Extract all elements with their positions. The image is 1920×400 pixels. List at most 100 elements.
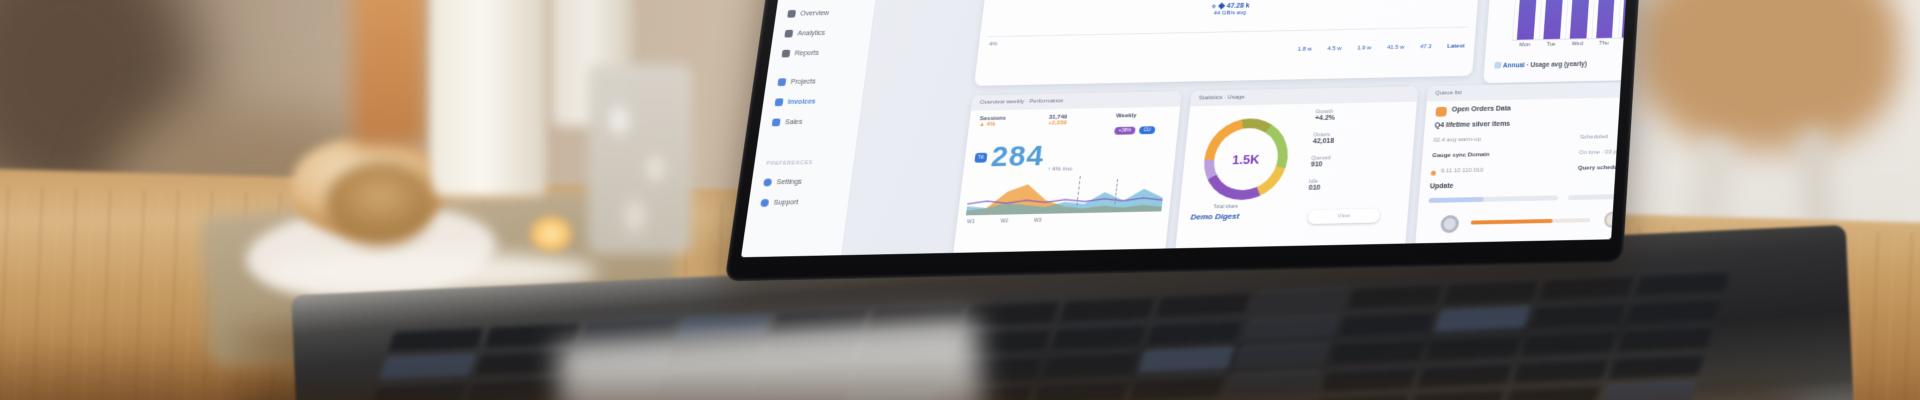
caption-text: · Usage avg (yearly)	[1526, 61, 1587, 69]
keyboard-key	[1538, 274, 1636, 301]
candle-holder	[326, 162, 434, 246]
audio-progress[interactable]	[1470, 218, 1591, 225]
view-button[interactable]: View	[1307, 208, 1381, 224]
stat-sessions: Sessions ▲ 4%	[979, 115, 1044, 128]
laptop-screen: Overview Analytics Reports Projects Invo…	[724, 0, 1649, 282]
x-tick: Mon	[1519, 42, 1531, 49]
stat-value: 42,018	[1312, 137, 1335, 146]
gear-icon	[763, 178, 773, 187]
keyboard-key	[1512, 357, 1610, 383]
list-card: Queue list ··· Open Orders Data Q4 lifet…	[1414, 80, 1636, 252]
card-title: Queue list ···	[1426, 80, 1636, 102]
chair-right-back	[1640, 0, 1900, 150]
bar-caption: Annual · Usage avg (yearly)	[1494, 60, 1587, 69]
keyboard-key	[1058, 296, 1156, 322]
footer-stats: 1.8 w 4.5 w 1.9 w 41.5 w 47.3 Latest	[1297, 44, 1464, 53]
bar	[1569, 0, 1599, 39]
sidebar-item-sales[interactable]: Sales	[771, 118, 803, 127]
stat-value: 010	[1308, 184, 1321, 192]
keyboard-key	[963, 300, 1060, 327]
play-button[interactable]	[1440, 214, 1460, 234]
folder-icon	[777, 78, 787, 87]
list-item[interactable]: 9.11 10 110 010 Query schedule	[1430, 164, 1636, 176]
keyboard-key	[378, 354, 476, 380]
keyboard-key	[1625, 297, 1723, 324]
footer-stat-link[interactable]: 47.3	[1419, 44, 1432, 51]
front-edge-shadow	[240, 388, 1800, 400]
dashboard: Overview Analytics Reports Projects Invo…	[741, 0, 1636, 258]
orange-dot-icon	[1430, 170, 1437, 176]
list-item[interactable]: Q4 lifetime silver items	[1434, 120, 1511, 130]
list-item[interactable]: Update	[1429, 182, 1454, 191]
keyboard-key	[1050, 323, 1147, 350]
x-tick: Tue	[1546, 41, 1556, 48]
footer-note: 4%	[988, 41, 998, 48]
status-badge: +38%	[1114, 126, 1136, 135]
footer-stat-link[interactable]: 1.9 w	[1356, 45, 1372, 52]
progress-bar[interactable]	[1428, 195, 1559, 203]
cart-icon	[771, 118, 781, 127]
sidebar-item-reports[interactable]: Reports	[781, 49, 819, 58]
tick: W1	[966, 219, 975, 226]
card-title: Statistics · Usage	[1190, 86, 1419, 107]
keyboard-key	[1233, 342, 1331, 369]
bar-chart	[1511, 0, 1636, 41]
keyboard-key	[387, 326, 485, 353]
keyboard-key	[1242, 315, 1339, 341]
keyboard-key	[1146, 319, 1243, 346]
candle-amber	[352, 0, 426, 146]
list-item[interactable]: 02.4 avg warm-up Scheduled	[1433, 134, 1609, 144]
glass-jar	[588, 64, 692, 254]
headset-icon	[760, 198, 770, 207]
sidebar-item-analytics[interactable]: Analytics	[784, 29, 826, 38]
sidebar-item-label: Sales	[784, 118, 803, 126]
sidebar-item-settings[interactable]: Settings	[763, 178, 802, 187]
footer-stat-link[interactable]: 4.5 w	[1327, 46, 1342, 53]
stat-value: +4.2%	[1314, 114, 1336, 123]
sidebar-item-projects[interactable]: Projects	[777, 78, 816, 87]
x-tick: Wed	[1571, 41, 1584, 48]
keyboard-key	[1041, 351, 1139, 378]
list-item[interactable]: Gauge sync Domain On time · 03 pg	[1432, 149, 1621, 160]
sidebar-item-label: Support	[773, 198, 799, 207]
donut-stat-row: Idle 010	[1308, 177, 1404, 192]
keyboard-key	[1137, 347, 1235, 373]
sidebar-section-label: PREFERENCES	[765, 160, 814, 167]
folder-orange-icon	[1435, 106, 1448, 117]
sparkline-chart	[965, 181, 1165, 216]
line-chart-card: JanFebMarAprMayJunJulAugSepOctNovDec ⟡ ◆…	[973, 0, 1493, 86]
keyboard-key	[1154, 291, 1252, 318]
footer-stat-link[interactable]: 1.8 w	[1297, 46, 1312, 53]
metric-badge: 7d	[974, 152, 988, 163]
candle-large	[430, 0, 546, 196]
keyboard-key	[1416, 361, 1514, 388]
divider	[987, 26, 1468, 38]
keyboard-key	[1425, 334, 1522, 360]
list-item-right: Scheduled	[1579, 134, 1609, 141]
stat-count: 31,749 +2,239	[1048, 114, 1113, 127]
chart-icon	[784, 29, 794, 38]
candle-flame-glow	[520, 208, 582, 260]
bar	[1595, 0, 1626, 39]
dashboard-main: JanFebMarAprMayJunJulAugSepOctNovDec ⟡ ◆…	[841, 0, 1636, 258]
sidebar-item-invoices[interactable]: Invoices	[774, 98, 817, 107]
sidebar-item-overview[interactable]: Overview	[787, 9, 829, 18]
caption-link[interactable]: Annual	[1502, 62, 1525, 70]
document-icon	[781, 49, 791, 58]
legend-swatch-icon	[1494, 61, 1502, 69]
list-item-right: On time · 03 pg	[1578, 149, 1621, 157]
x-tick: Thu	[1598, 40, 1609, 47]
donut-caption: Total share	[1213, 203, 1239, 211]
footer-stat-link[interactable]: Latest	[1446, 43, 1465, 50]
keyboard-key	[1346, 283, 1444, 309]
legend-value: ◆ 47.28 k	[1217, 2, 1250, 10]
report-link[interactable]: Demo Digest	[1190, 211, 1240, 222]
chart-legend: ⟡ ◆ 47.28 k 44 GB/s avg	[982, 0, 1478, 21]
donut-stat-row: Orders 42,018	[1313, 131, 1409, 145]
big-metric: 7d 284 ↑ 4% /mo	[973, 139, 1076, 174]
list-item[interactable]: Open Orders Data	[1435, 102, 1636, 117]
footer-stat-link[interactable]: 41.5 w	[1386, 44, 1405, 51]
sidebar-item-support[interactable]: Support	[760, 198, 799, 207]
bar-chart-card: Amount Mon Tue Wed Thu Fri Sat Sun Annua…	[1483, 0, 1636, 84]
